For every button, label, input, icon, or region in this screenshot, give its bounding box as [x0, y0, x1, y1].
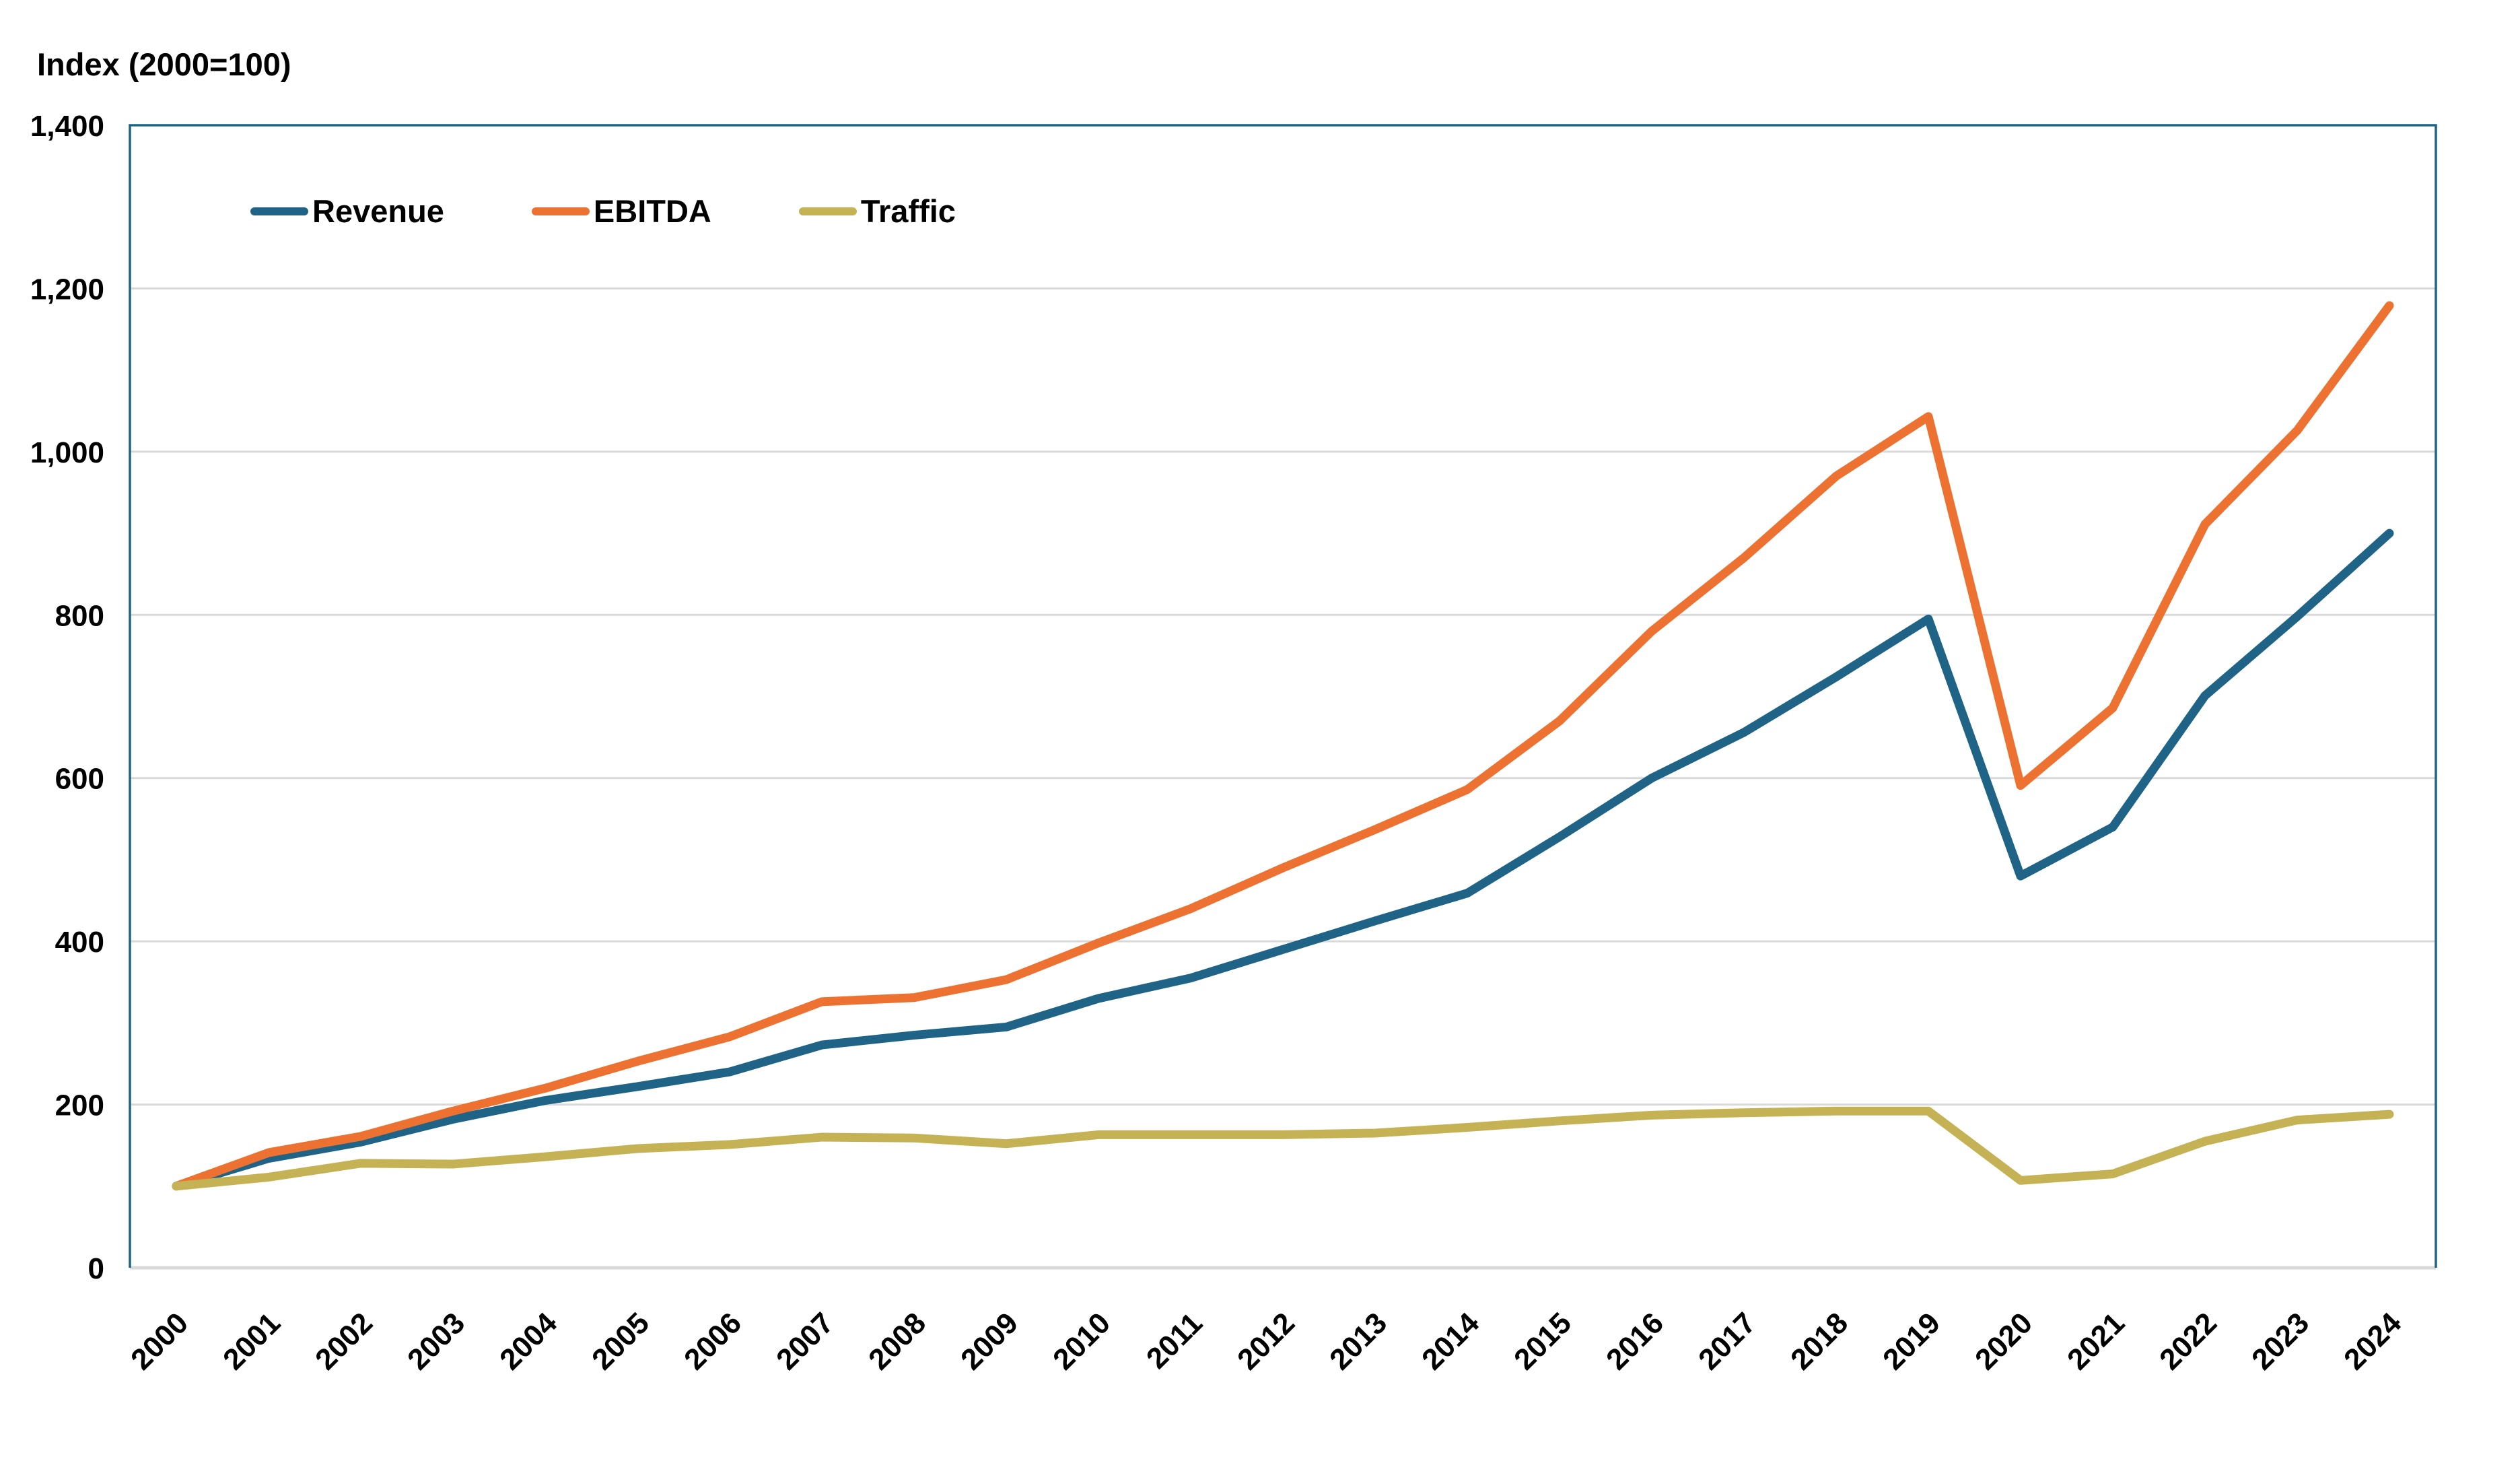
legend-swatch-revenue: [250, 207, 308, 215]
x-tick-label: 2001: [217, 1306, 287, 1376]
y-tick-label: 1,400: [30, 110, 104, 143]
plot-border: [129, 124, 2437, 1268]
x-tick-label: 2008: [862, 1306, 932, 1376]
x-tick-label: 2021: [2061, 1306, 2131, 1376]
x-tick-label: 2019: [1877, 1306, 1947, 1376]
x-tick-label: 2009: [954, 1306, 1024, 1376]
x-tick-label: 2016: [1600, 1306, 1670, 1376]
legend-label: Revenue: [312, 193, 444, 229]
y-tick-label: 800: [55, 599, 104, 632]
x-tick-label: 2015: [1508, 1306, 1578, 1376]
x-tick-label: 2018: [1784, 1306, 1854, 1376]
x-tick-label: 2000: [125, 1306, 195, 1376]
chart-title: Index (2000=100): [37, 46, 291, 82]
x-tick-label: 2004: [493, 1306, 563, 1376]
x-tick-label: 2023: [2245, 1306, 2315, 1376]
x-tick-label: 2013: [1323, 1306, 1393, 1376]
y-tick-label: 400: [55, 926, 104, 959]
y-tick-label: 0: [88, 1252, 104, 1285]
y-tick-label: 1,000: [30, 436, 104, 469]
x-tick-label: 2020: [1969, 1306, 2039, 1376]
legend-swatch-traffic: [798, 207, 857, 215]
series-line-revenue: [172, 529, 2394, 1191]
y-tick-label: 600: [55, 763, 104, 796]
legend: Revenue EBITDA Traffic: [250, 193, 956, 230]
x-tick-label: 2006: [678, 1306, 748, 1376]
y-tick-label: 1,200: [30, 273, 104, 306]
legend-item-traffic: Traffic: [798, 193, 956, 230]
series-line-traffic: [172, 1106, 2394, 1191]
legend-item-ebitda: EBITDA: [531, 193, 711, 230]
x-tick-label: 2012: [1231, 1306, 1301, 1376]
x-tick-label: 2007: [770, 1306, 840, 1376]
x-tick-label: 2014: [1415, 1306, 1485, 1376]
series-line-ebitda: [172, 301, 2394, 1191]
legend-label: EBITDA: [593, 193, 711, 229]
x-tick-label: 2010: [1047, 1306, 1117, 1376]
x-tick-label: 2011: [1140, 1306, 1209, 1375]
x-tick-label: 2024: [2338, 1306, 2408, 1376]
x-tick-label: 2022: [2153, 1306, 2223, 1376]
legend-item-revenue: Revenue: [250, 193, 444, 230]
legend-label: Traffic: [860, 193, 956, 229]
x-tick-label: 2017: [1692, 1306, 1762, 1376]
x-tick-label: 2005: [586, 1306, 656, 1376]
x-tick-label: 2003: [401, 1306, 471, 1376]
legend-swatch-ebitda: [531, 207, 590, 215]
x-tick-label: 2002: [309, 1306, 379, 1376]
y-tick-label: 200: [55, 1089, 104, 1122]
